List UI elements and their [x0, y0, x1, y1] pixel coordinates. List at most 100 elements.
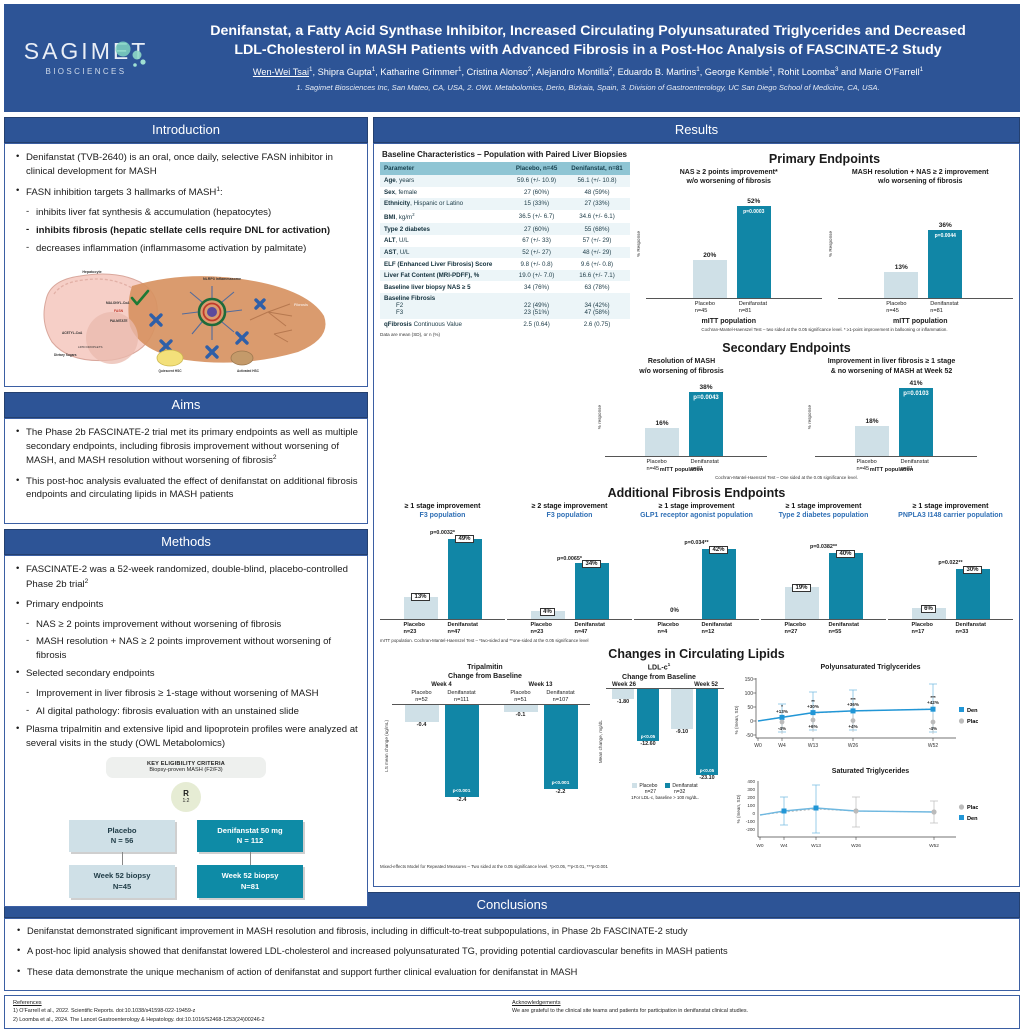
- cell-param: Liver Fat Content (MRI-PDFF), %: [384, 272, 480, 280]
- bar-pvalue: p=0.0044: [934, 232, 956, 239]
- population-label: mITT population: [869, 467, 914, 474]
- bar-group-deni-w26: p<0.05 -12.60: [637, 689, 659, 747]
- svg-text:Dietary Sugars: Dietary Sugars: [54, 353, 77, 357]
- list-item: The Phase 2b FASCINATE-2 trial met its p…: [14, 425, 358, 469]
- svg-text:+6%: +6%: [808, 724, 817, 729]
- list-item: NAS ≥ 2 points improvement without worse…: [14, 617, 358, 632]
- panel-heading-line1: NAS ≥ 2 points improvement*: [679, 169, 778, 176]
- cell-deni: 63 (78%): [584, 283, 610, 291]
- week-label: Week 13: [528, 681, 553, 688]
- author-list: Wen-Wei Tsai1, Shipra Gupta1, Katharine …: [252, 65, 924, 77]
- bar-placebo: 6%: [911, 604, 946, 619]
- legend-placebo-n: n=27: [644, 789, 656, 796]
- cell-placebo: 19.0 (+/- 7.0): [518, 272, 555, 280]
- panel-heading-line1: ≥ 1 stage improvement: [404, 503, 481, 511]
- ldl-legend: Placebo Denifanstat: [606, 783, 724, 789]
- svg-text:Deni: Deni: [967, 816, 978, 822]
- tick-placebo: Placebo n=4: [657, 621, 679, 635]
- legend-placebo: Placebo: [632, 783, 657, 789]
- bar-pvalue: p=0.0103: [903, 391, 929, 398]
- tick-deni: Denifanstat n=47: [447, 621, 478, 635]
- bar-value-box: 6%: [912, 597, 946, 615]
- svg-text:Fibrosis: Fibrosis: [294, 303, 308, 307]
- biopsy-placebo-box: Week 52 biopsy N=45: [69, 865, 175, 898]
- chart-area: % Response 13% 36%: [828, 190, 1014, 298]
- panel-heading-line1: ≥ 1 stage improvement: [658, 503, 735, 511]
- bar-pvalue: p<0.001: [551, 780, 570, 786]
- svg-text:100: 100: [747, 803, 755, 808]
- svg-text:W26: W26: [848, 743, 859, 749]
- y-axis-label: % Response: [827, 230, 833, 257]
- panel-pvalue: p=0.034**: [684, 539, 709, 546]
- week-label: Week 26: [612, 682, 636, 689]
- biopsy-deni-label: Week 52 biopsy: [221, 871, 279, 881]
- svg-text:*: *: [781, 704, 783, 709]
- ldl-legend-n: n=27 n=32: [606, 789, 724, 795]
- baseline-table-block: Baseline Characteristics – Population wi…: [380, 149, 630, 337]
- bar-placebo: [645, 428, 679, 457]
- cell-placebo: 15 (33%): [524, 200, 550, 208]
- y-axis-label: % Response: [636, 230, 641, 257]
- arm-label-deni: Denifanstat n=107: [546, 689, 575, 703]
- svg-text:% (mean, SD): % (mean, SD): [734, 705, 739, 734]
- panel-heading-line2: w/o worsening of fibrosis: [639, 367, 724, 375]
- zero-axis-line: [606, 688, 724, 690]
- bar-value-label: 13%: [894, 263, 908, 271]
- cell-placebo: 2.5 (0.64): [523, 320, 550, 328]
- tick-placebo: Placebo n=45: [694, 300, 715, 314]
- fibrosis-endpoints-block: Additional Fibrosis Endpoints ≥ 1 stage …: [380, 486, 1013, 643]
- bar-denifanstat: p<0.05: [637, 689, 659, 742]
- fasn-mechanism-figure: Hepatocyte NLRP3 Inflammasome MALONYL-Co…: [14, 260, 358, 378]
- zero-axis-line: [392, 703, 590, 705]
- cell-param: ELF (Enhanced Liver Fibrosis) Score: [384, 260, 493, 268]
- lipids-footnote: Mixed-effects Model for Repeated Measure…: [380, 863, 608, 869]
- panel-heading-line2: F3 population: [419, 512, 466, 520]
- table-row: Baseline Fibrosis F2 F3 22 (49%) 23 (51%) 3…: [380, 293, 630, 319]
- list-item: FASCINATE-2 was a 52-week randomized, do…: [14, 562, 358, 592]
- connector-line: [249, 852, 251, 866]
- tick-deni: Denifanstat n=33: [955, 621, 986, 635]
- affiliations: 1. Sagimet Biosciences Inc, San Mateo, C…: [296, 82, 880, 92]
- bar-value-label: 20%: [703, 251, 717, 259]
- panel-heading-line2: & no worsening of MASH at Week 52: [830, 367, 953, 375]
- svg-text:**: **: [811, 699, 815, 704]
- bar-denifanstat: 30%: [955, 565, 990, 619]
- section-introduction: Introduction Denifanstat (TVB-2640) is a…: [4, 117, 368, 387]
- introduction-body: Denifanstat (TVB-2640) is an oral, once …: [4, 143, 368, 387]
- svg-text:Quiescent HSC: Quiescent HSC: [158, 369, 182, 373]
- bar-value-box: 4%: [531, 600, 565, 618]
- cell-placebo: 34 (76%): [524, 283, 550, 291]
- list-item: This post-hoc analysis evaluated the eff…: [14, 474, 358, 503]
- bar-placebo: 19%: [784, 583, 819, 619]
- secondary-panels: Resolution of MASH w/o worsening of fibr…: [560, 357, 1013, 473]
- y-axis-label: Mean change, mg/dL: [597, 720, 603, 764]
- cell-deni: 57 (+/- 29): [582, 237, 612, 245]
- introduction-bullets: Denifanstat (TVB-2640) is an oral, once …: [14, 150, 358, 256]
- arm-denifanstat: Denifanstat 50 mg N = 112 Week 52 biopsy…: [197, 819, 303, 898]
- bar-pvalue: p<0.001: [452, 788, 471, 794]
- svg-text:Placebo: Placebo: [967, 805, 978, 811]
- bar-value-label: -0.1: [515, 711, 526, 718]
- bar-value-box: 13%: [404, 585, 438, 603]
- aims-bullets: The Phase 2b FASCINATE-2 trial met its p…: [14, 425, 358, 503]
- bar-value-label: -2.4: [456, 796, 467, 803]
- acknowledgements-block: Acknowledgements We are grateful to the …: [512, 1000, 1011, 1023]
- ldl-chart: LDL-c1 Change from Baseline Mean change,…: [594, 663, 724, 862]
- methods-body: FASCINATE-2 was a 52-week randomized, do…: [4, 554, 368, 907]
- section-aims: Aims The Phase 2b FASCINATE-2 trial met …: [4, 391, 368, 524]
- cell-placebo: 52 (+/- 27): [522, 248, 551, 256]
- x-tick-labels: Placebo n=23 Denifanstat n=47: [380, 620, 505, 636]
- arm-placebo-box: Placebo N = 56: [69, 819, 175, 853]
- bar-value-box: 49%: [448, 527, 482, 545]
- list-item: decreases inflammation (inflammasome act…: [14, 241, 358, 256]
- bar-group-deni: 52% p=0.0003: [736, 198, 771, 298]
- logo-dots-icon: [111, 40, 153, 75]
- lipids-title: Changes in Circulating Lipids: [608, 646, 785, 661]
- bar-group-placebo: 13%: [884, 263, 919, 298]
- col-placebo: Placebo, n=45: [509, 162, 565, 175]
- list-item: AI digital pathology: fibrosis evaluatio…: [14, 704, 358, 719]
- cell-placebo: 59.6 (+/- 10.9): [517, 177, 557, 185]
- svg-text:Deni: Deni: [967, 708, 978, 714]
- results-row-1: Baseline Characteristics – Population wi…: [380, 149, 1013, 337]
- bar-placebo: [671, 689, 693, 730]
